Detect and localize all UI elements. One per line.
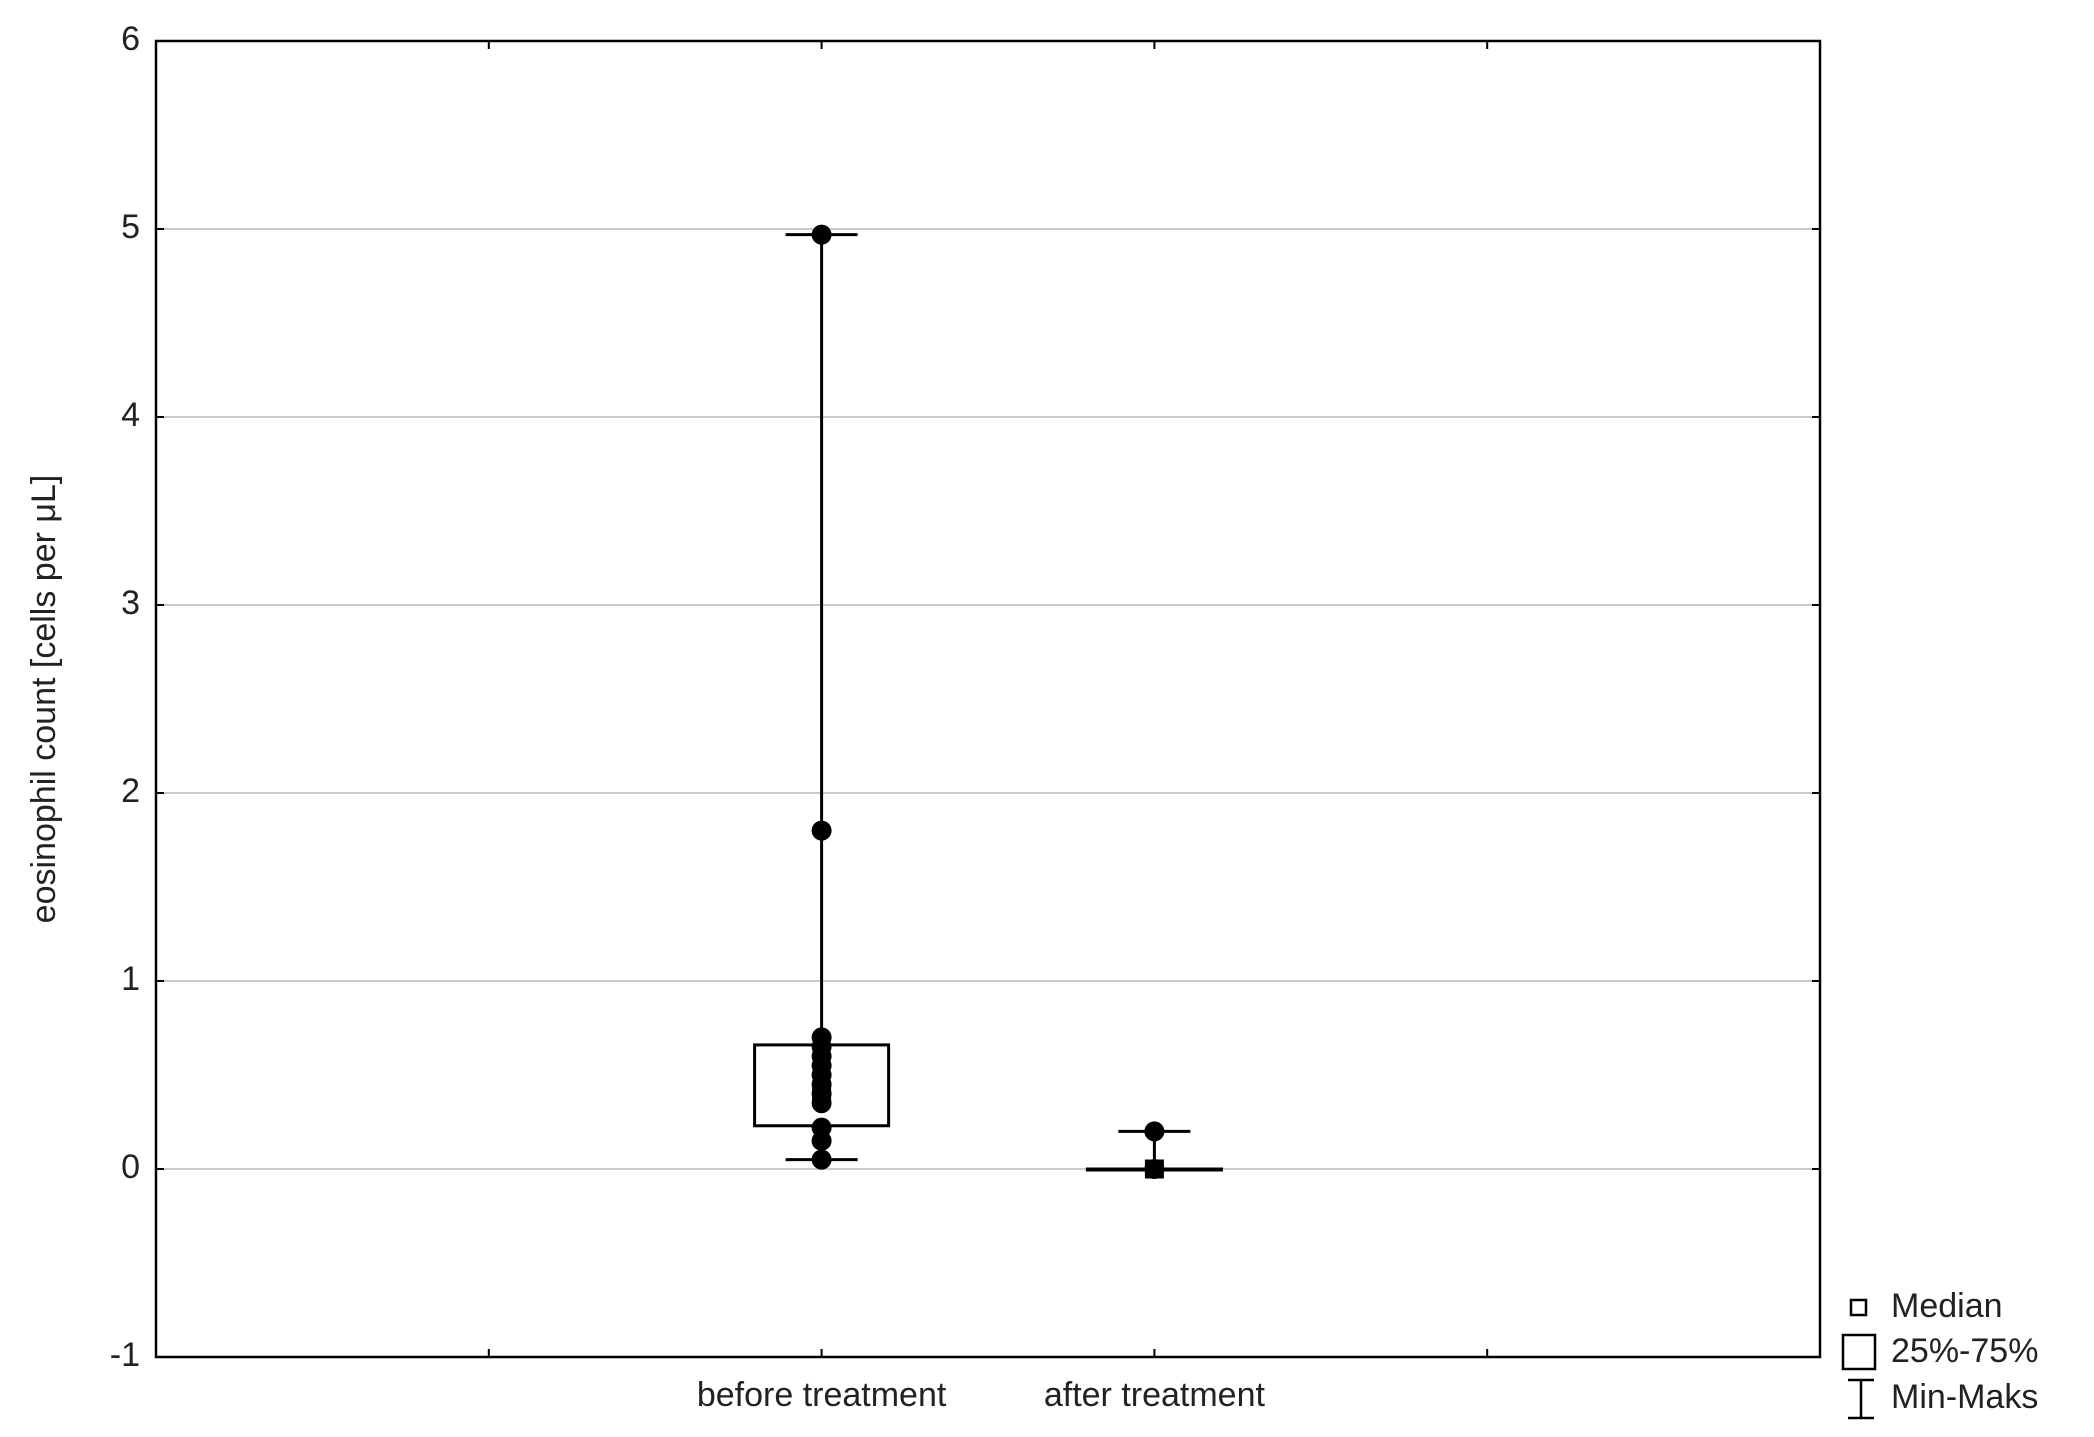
point <box>811 1130 832 1151</box>
legend-box-icon <box>1841 1333 1877 1371</box>
point <box>811 820 832 841</box>
y-axis-label: eosinophil count [cells per μL] <box>25 475 63 924</box>
x-tick-label: after treatment <box>1044 1376 1266 1414</box>
legend: Median 25%-75% Min-Maks <box>1841 1287 2038 1420</box>
y-tick-label: 0 <box>121 1148 140 1186</box>
y-tick-label: 3 <box>121 584 140 622</box>
y-tick-label: 2 <box>121 772 140 810</box>
point <box>811 224 832 245</box>
y-tick-label: -1 <box>110 1336 140 1374</box>
y-tick-label: 1 <box>121 960 140 998</box>
legend-label: Median <box>1891 1287 2003 1325</box>
y-tick-label: 4 <box>121 396 140 434</box>
y-tick-label: 6 <box>121 20 140 58</box>
legend-whisker-icon <box>1848 1378 1874 1420</box>
legend-median-icon <box>1849 1298 1868 1317</box>
plot-frame <box>154 39 1822 1359</box>
x-tick-label: before treatment <box>697 1376 947 1414</box>
point <box>811 1093 832 1114</box>
legend-label: Min-Maks <box>1891 1378 2038 1416</box>
legend-label: 25%-75% <box>1891 1332 2038 1370</box>
point <box>811 1149 832 1170</box>
point <box>1144 1159 1165 1179</box>
point <box>1144 1121 1165 1142</box>
y-tick-label: 5 <box>121 208 140 246</box>
